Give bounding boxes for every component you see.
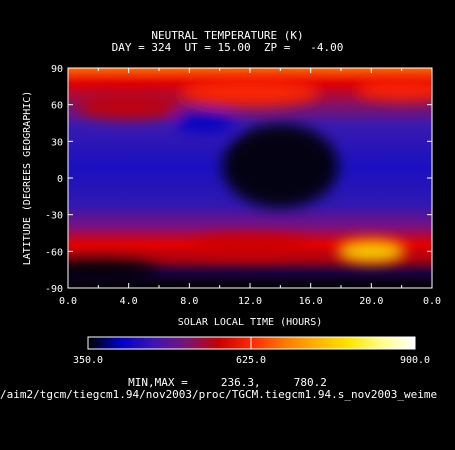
y-tick-label: 90 <box>51 64 63 75</box>
chart-title: NEUTRAL TEMPERATURE (K) <box>151 29 304 42</box>
x-tick-label: 16.0 <box>299 296 323 307</box>
heatmap-features <box>68 78 432 280</box>
x-tick-label: 8.0 <box>180 296 198 307</box>
colorbar-max-label: 900.0 <box>400 355 430 366</box>
x-tick-label: 4.0 <box>120 296 138 307</box>
heatmap-region <box>337 240 406 263</box>
axes: 0.0 4.0 8.0 12.0 16.0 20.0 0.0 90 60 30 0 -30 -60 -90 <box>45 64 441 307</box>
y-tick-label: -90 <box>45 284 63 295</box>
colorbar-mid-label: 625.0 <box>236 355 266 366</box>
heatmap-region <box>355 80 432 100</box>
heatmap-region <box>192 235 308 256</box>
y-tick-label: 60 <box>51 101 63 112</box>
heatmap-region <box>68 259 159 280</box>
x-axis-label: SOLAR LOCAL TIME (HOURS) <box>178 317 323 328</box>
heatmap-plot-area <box>68 68 432 288</box>
colorbar-min-label: 350.0 <box>73 355 103 366</box>
y-tick-label: -30 <box>45 211 63 222</box>
x-tick-label: 0.0 <box>423 296 441 307</box>
heatmap-region <box>222 123 339 208</box>
heatmap-region <box>180 78 320 107</box>
chart-subtitle: DAY = 324 UT = 15.00 ZP = -4.00 <box>111 41 344 54</box>
y-axis-label: LATITUDE (DEGREES GEOGRAPHIC) <box>22 91 33 266</box>
heatmap-region <box>174 113 235 133</box>
y-tick-label: 30 <box>51 137 63 148</box>
x-tick-label: 12.0 <box>238 296 262 307</box>
file-path: /aim2/tgcm/tiegcm1.94/nov2003/proc/TGCM.… <box>0 388 438 401</box>
y-tick-label: 0 <box>57 174 63 185</box>
x-tick-label: 20.0 <box>359 296 383 307</box>
x-tick-label: 0.0 <box>59 296 77 307</box>
min-max-readout: MIN,MAX = 236.3, 780.2 <box>128 376 327 389</box>
heatmap-region <box>76 95 181 120</box>
y-tick-label: -60 <box>45 247 63 258</box>
